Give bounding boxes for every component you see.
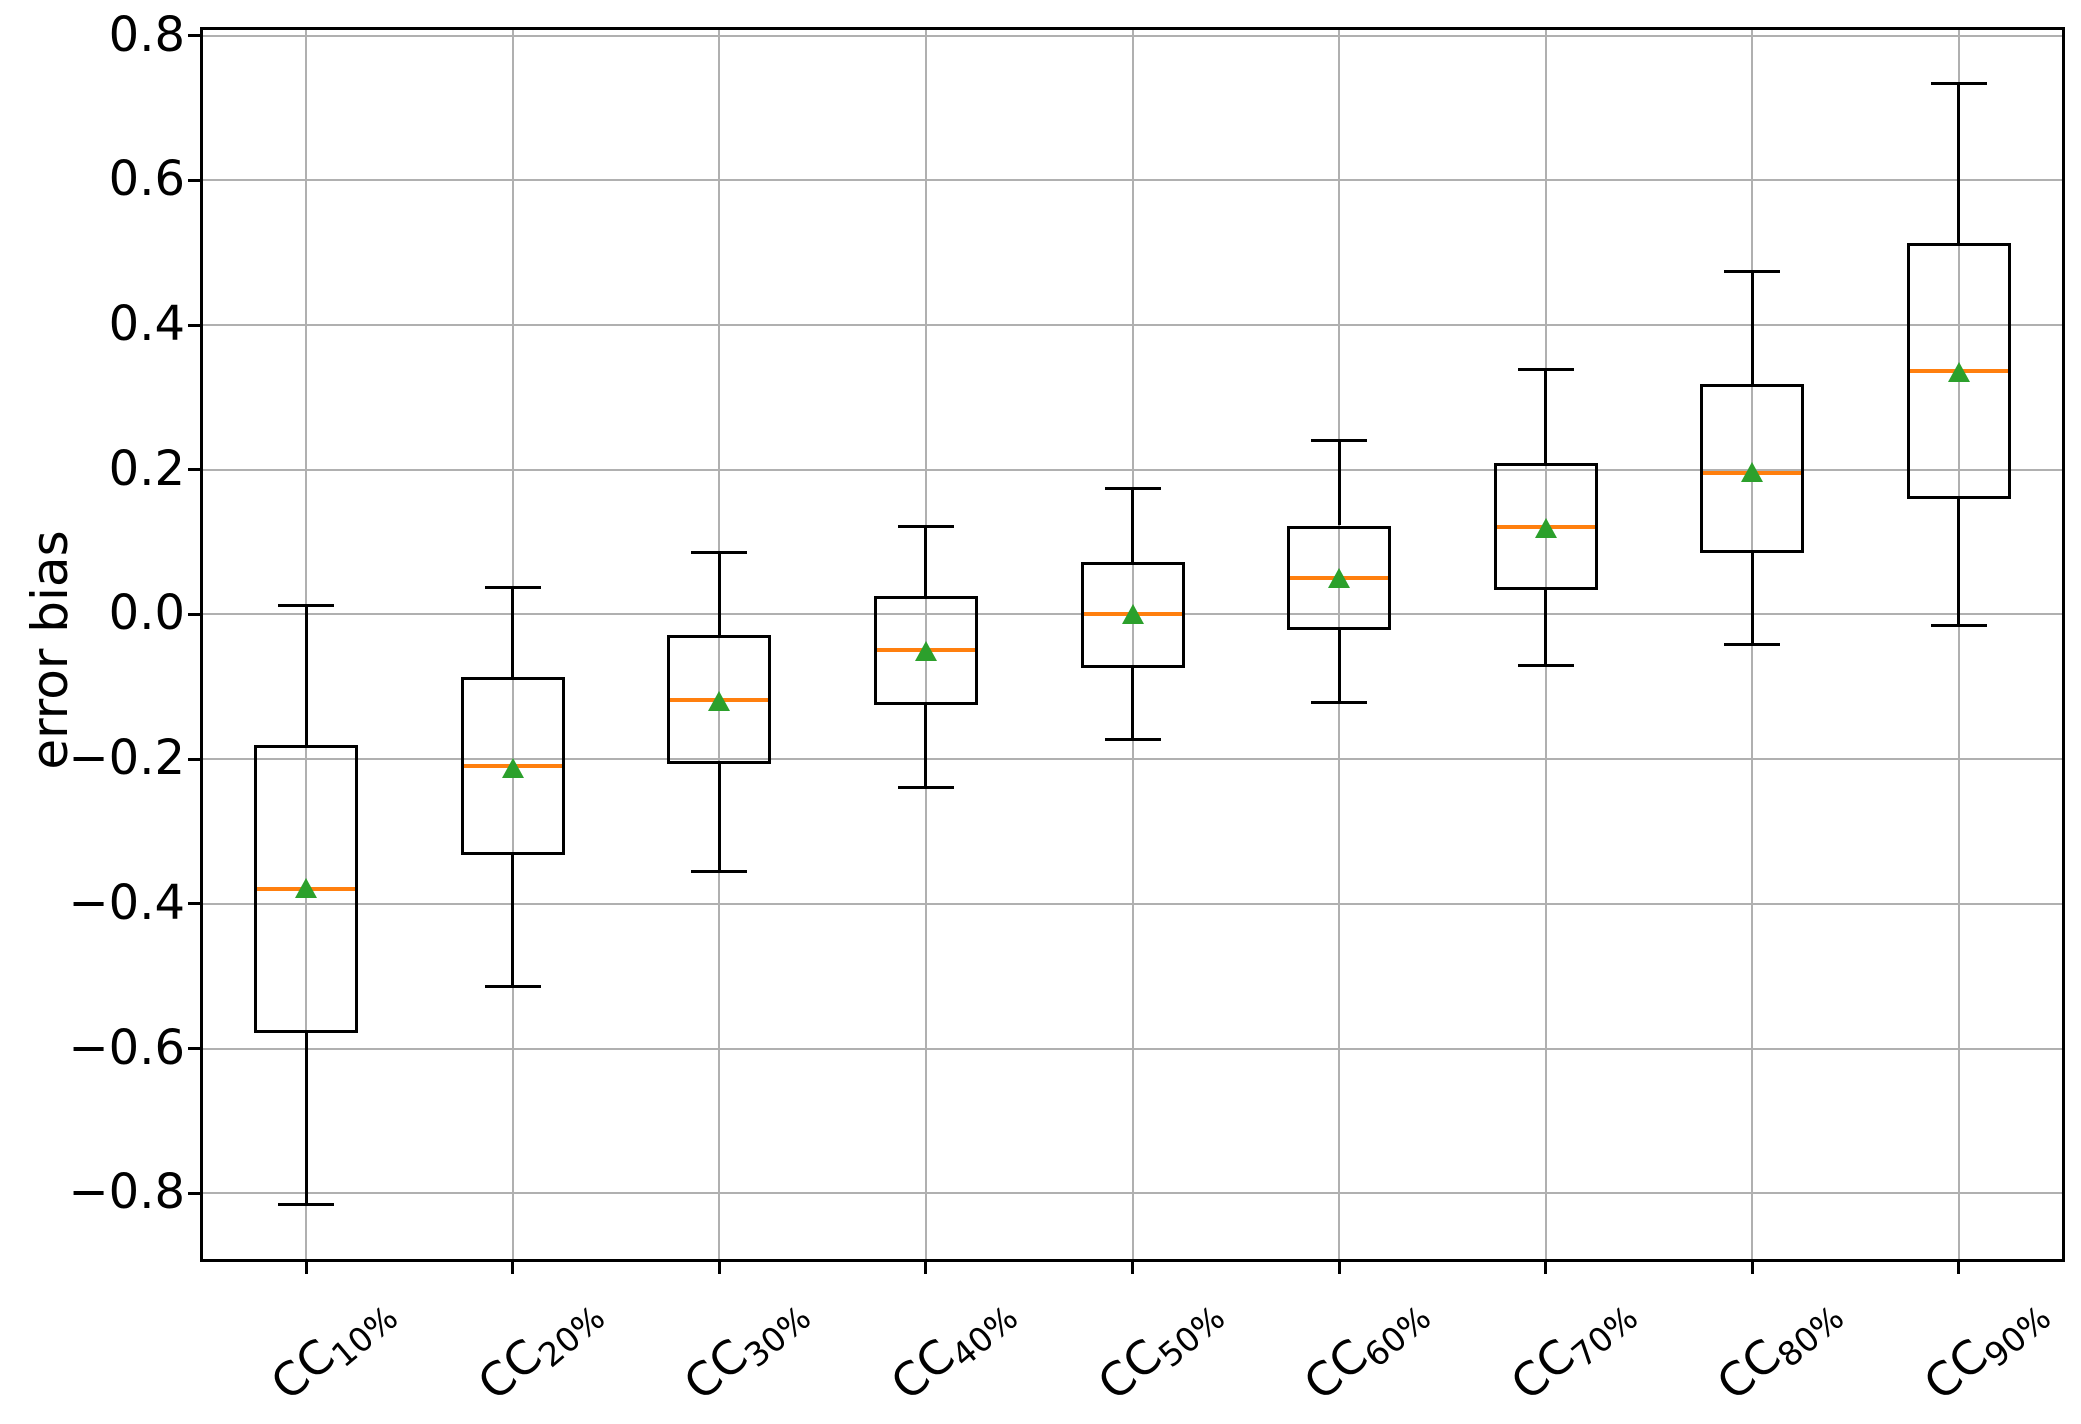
upper-whisker-cap — [484, 586, 541, 590]
x-tick-label: CC40% — [881, 1281, 1026, 1416]
x-tickmark — [1750, 1262, 1754, 1274]
upper-whisker-stem — [1957, 83, 1961, 243]
upper-whisker-stem — [1750, 271, 1754, 385]
y-tick-label: −0.6 — [68, 1019, 185, 1076]
iqr-box — [667, 635, 772, 765]
iqr-box — [1700, 384, 1805, 553]
x-tick-label: CC30% — [674, 1281, 819, 1416]
lower-whisker-stem — [924, 704, 928, 788]
y-tickmark — [188, 1047, 200, 1050]
lower-whisker-stem — [1131, 668, 1134, 740]
mean-marker — [1947, 362, 1970, 383]
x-tickmark — [1131, 1262, 1134, 1274]
y-tickmark — [188, 178, 200, 182]
y-tickmark — [188, 757, 200, 761]
upper-whisker-cap — [1517, 367, 1574, 371]
lower-whisker-cap — [1311, 700, 1368, 704]
upper-whisker-cap — [691, 551, 748, 555]
x-tick-label: CC60% — [1294, 1281, 1439, 1416]
x-tickmark — [304, 1262, 308, 1274]
upper-whisker-cap — [1930, 82, 1987, 86]
upper-whisker-cap — [1311, 439, 1368, 443]
upper-whisker-cap — [897, 524, 954, 528]
y-tickmark — [188, 1191, 200, 1195]
y-tickmark — [188, 612, 200, 616]
upper-whisker-stem — [717, 552, 721, 636]
x-tick-label: CC70% — [1500, 1281, 1645, 1416]
x-tickmark — [511, 1262, 515, 1274]
lower-whisker-cap — [691, 870, 748, 874]
mean-marker — [1328, 568, 1351, 589]
y-tick-label: −0.8 — [68, 1164, 185, 1221]
top-spine — [200, 27, 2065, 30]
lower-whisker-cap — [1930, 623, 1987, 627]
upper-whisker-cap — [1724, 270, 1781, 274]
upper-whisker-stem — [924, 526, 928, 597]
v-gridline — [1957, 30, 1960, 1259]
x-tickmark — [1337, 1262, 1341, 1274]
v-gridline — [718, 30, 721, 1259]
y-tick-label: 0.6 — [108, 151, 185, 208]
v-gridline — [1131, 30, 1134, 1259]
upper-whisker-stem — [511, 587, 515, 677]
upper-whisker-cap — [1104, 487, 1161, 491]
x-tickmark — [1544, 1262, 1548, 1274]
iqr-box — [873, 596, 978, 705]
x-tickmark — [1957, 1262, 1961, 1274]
upper-whisker-stem — [1337, 440, 1341, 526]
y-tickmark — [188, 468, 200, 472]
lower-whisker-cap — [897, 785, 954, 789]
mean-marker — [1121, 604, 1144, 625]
iqr-box — [1287, 525, 1392, 631]
y-tick-label: −0.2 — [68, 730, 185, 787]
iqr-box — [1080, 561, 1185, 668]
lower-whisker-stem — [1750, 552, 1754, 645]
y-tick-label: 0.2 — [108, 440, 185, 497]
lower-whisker-stem — [717, 764, 721, 872]
lower-whisker-cap — [1724, 643, 1781, 647]
x-tick-label: CC80% — [1707, 1281, 1852, 1416]
mean-marker — [1741, 461, 1764, 482]
upper-whisker-stem — [1544, 369, 1548, 464]
lower-whisker-cap — [1517, 663, 1574, 667]
y-tickmark — [188, 902, 200, 906]
mean-marker — [914, 640, 937, 661]
x-tick-label: CC10% — [261, 1281, 406, 1416]
y-tickmark — [188, 34, 200, 38]
iqr-box — [1493, 463, 1598, 590]
y-tick-label: 0.0 — [108, 585, 185, 642]
iqr-box — [254, 745, 359, 1033]
iqr-box — [460, 676, 565, 855]
mean-marker — [708, 691, 731, 712]
upper-whisker-stem — [304, 605, 308, 746]
bottom-spine — [200, 1259, 2065, 1262]
mean-marker — [501, 757, 524, 778]
lower-whisker-cap — [1104, 738, 1161, 742]
y-tickmark — [188, 323, 200, 327]
lower-whisker-stem — [304, 1032, 308, 1205]
right-spine — [2062, 27, 2065, 1262]
iqr-box — [1906, 242, 2011, 499]
lower-whisker-stem — [1544, 589, 1548, 666]
x-tickmark — [924, 1262, 928, 1274]
lower-whisker-cap — [484, 984, 541, 988]
x-tickmark — [717, 1262, 721, 1274]
mean-marker — [295, 877, 318, 898]
upper-whisker-cap — [278, 603, 335, 607]
lower-whisker-stem — [1337, 630, 1341, 702]
lower-whisker-stem — [1957, 498, 1961, 626]
x-tick-label: CC50% — [1087, 1281, 1232, 1416]
upper-whisker-stem — [1131, 488, 1134, 562]
left-spine — [200, 27, 203, 1262]
mean-marker — [1534, 517, 1557, 538]
lower-whisker-stem — [511, 854, 515, 987]
x-tick-label: CC20% — [467, 1281, 612, 1416]
y-tick-label: −0.4 — [68, 874, 185, 931]
lower-whisker-cap — [278, 1202, 335, 1206]
y-tick-label: 0.8 — [108, 6, 185, 63]
x-tick-label: CC90% — [1913, 1281, 2058, 1416]
y-tick-label: 0.4 — [108, 296, 185, 353]
